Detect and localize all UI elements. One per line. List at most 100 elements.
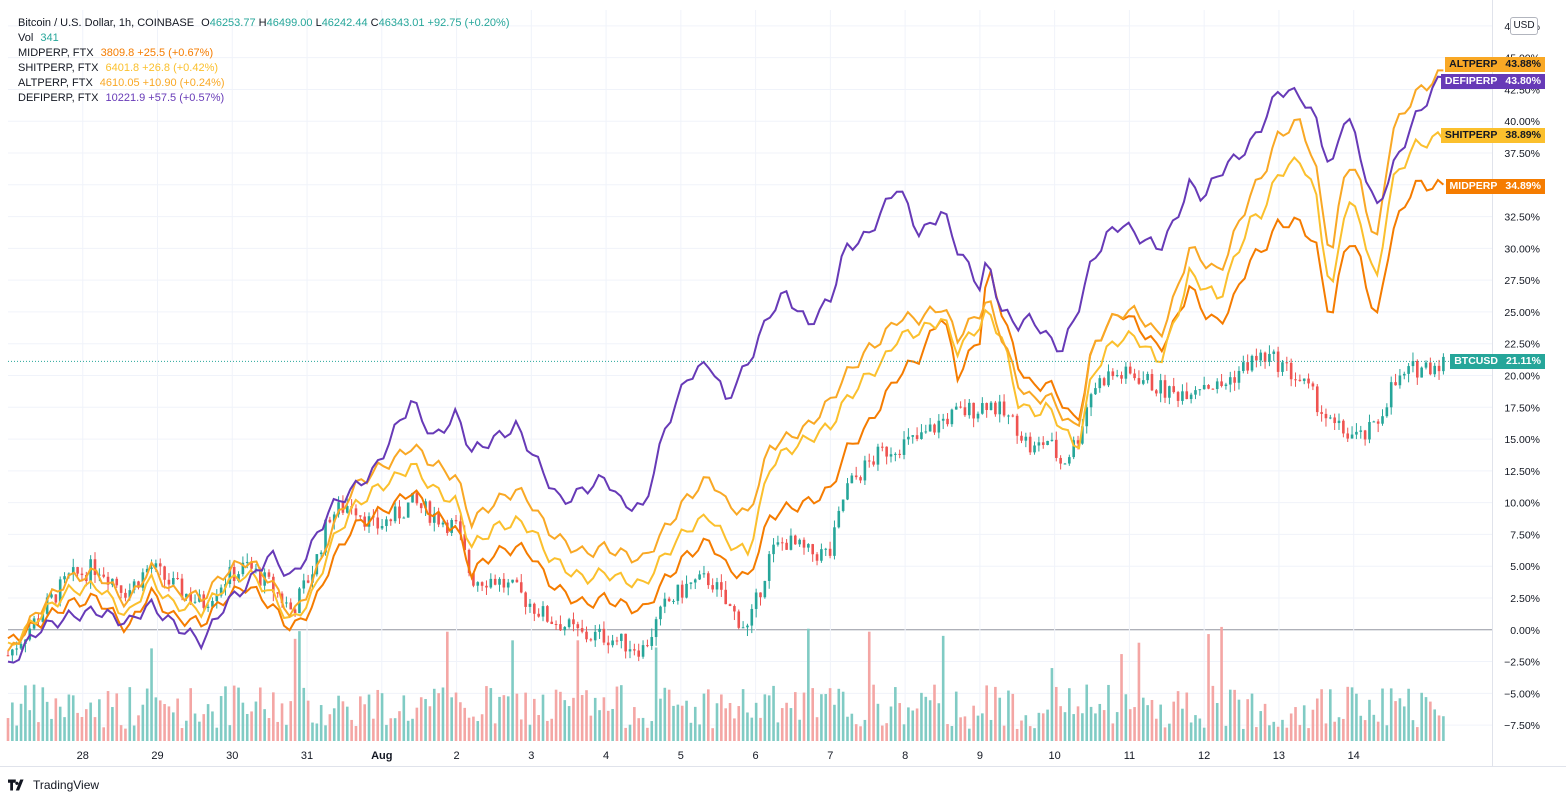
volume-bar [185, 720, 188, 741]
volume-bar [219, 696, 223, 741]
candle-body [228, 566, 232, 585]
volume-bar [1442, 716, 1445, 741]
candle-body [337, 502, 340, 515]
candle-body [1172, 386, 1176, 393]
volume-bar [780, 708, 784, 741]
volume-bar [1333, 721, 1336, 741]
candle-body [1202, 384, 1206, 390]
volume-bar [515, 693, 519, 741]
time-axis[interactable]: 28 29 30 31 Aug 2 3 4 5 6 7 8 9 10 11 12 13 14 [77, 750, 1360, 762]
currency-button[interactable]: USD [1510, 17, 1538, 35]
volume-bar [1376, 721, 1380, 741]
volume-bar [411, 718, 414, 741]
volume-bar [580, 695, 584, 741]
volume-bar [1329, 689, 1332, 741]
candle-body [41, 613, 45, 622]
price-tag-defiperp[interactable]: DEFIPERP 43.80% [1440, 73, 1545, 89]
volume-bar [833, 704, 836, 741]
price-tag-shitperp[interactable]: SHITPERP 38.89% [1440, 128, 1545, 144]
legend-compare-row[interactable]: DEFIPERP, FTX 10221.9 +57.5 (+0.57%) [18, 91, 510, 106]
price-tag-btcusd[interactable]: BTCUSD 21.11% [1450, 354, 1545, 370]
volume-bar [1220, 626, 1223, 741]
volume-bar [611, 708, 614, 741]
volume-bar [1424, 697, 1428, 741]
candle-body [989, 402, 993, 410]
volume-bar [89, 702, 92, 741]
candle-body [193, 601, 197, 603]
candle-body [1355, 431, 1358, 435]
candle-body [93, 559, 97, 575]
volume-bar [907, 707, 910, 741]
candle-body [807, 544, 810, 548]
volume-bar [711, 728, 714, 741]
candle-body [650, 637, 654, 646]
volume-bar [854, 724, 858, 741]
candle-body [1098, 378, 1102, 389]
legend-compare-row[interactable]: SHITPERP, FTX 6401.8 +26.8 (+0.42%) [18, 61, 510, 76]
volume-bar [798, 719, 801, 741]
volume-bar [793, 692, 797, 741]
candle-body [215, 595, 219, 601]
volume-bar [898, 703, 901, 741]
volume-bar [894, 687, 897, 741]
candle-body [602, 628, 606, 643]
volume-bar [50, 718, 53, 741]
candle-body [1255, 355, 1258, 361]
volume-bar [915, 708, 919, 741]
volume-bar [676, 704, 680, 741]
volume-bar [493, 723, 497, 741]
volume-bar [263, 709, 266, 741]
legend-main-row[interactable]: Bitcoin / U.S. Dollar, 1h, COINBASE O462… [18, 16, 510, 31]
time-axis-border [0, 766, 1566, 767]
candle-body [219, 587, 223, 596]
x-tick-label: 4 [603, 750, 609, 762]
candle-body [1411, 361, 1415, 367]
tradingview-branding[interactable]: TradingView [8, 778, 99, 792]
candle-body [976, 413, 980, 419]
candle-body [998, 401, 1002, 415]
x-tick-label: 2 [454, 750, 460, 762]
legend-vol-row[interactable]: Vol 341 [18, 32, 59, 44]
branding-text: TradingView [33, 778, 100, 792]
y-tick-label: 32.50% [1504, 212, 1540, 224]
volume-bar [1307, 728, 1310, 741]
volume-bar [189, 688, 192, 741]
volume-bar [250, 711, 253, 741]
volume-bar [1002, 725, 1006, 741]
candle-body [1141, 380, 1145, 384]
volume-bar [432, 688, 436, 741]
candle-body [398, 506, 401, 519]
legend-compare-row[interactable]: ALTPERP, FTX 4610.05 +10.90 (+0.24%) [18, 76, 510, 91]
candle-body [846, 483, 849, 500]
volume-bar [763, 694, 767, 741]
candle-body [71, 567, 75, 574]
volume-bar [119, 725, 123, 741]
candle-body [63, 576, 66, 580]
volume-bar [941, 635, 945, 741]
candle-body [1320, 412, 1323, 414]
volume-bar [28, 710, 32, 741]
candle-body [598, 628, 601, 632]
candle-body [1002, 401, 1006, 416]
candle-body [1028, 436, 1032, 453]
candle-body [580, 628, 584, 632]
candle-body [1376, 421, 1380, 424]
candle-body [1198, 389, 1202, 391]
candle-body [76, 567, 79, 574]
candle-body [676, 584, 680, 601]
volume-bar [541, 694, 545, 741]
y-tick-label: 37.50% [1504, 148, 1540, 160]
volume-bar [1155, 718, 1158, 741]
candle-body [332, 514, 336, 523]
candle-body [354, 508, 358, 516]
candle-body [276, 592, 279, 594]
candle-body [302, 580, 306, 589]
volume-bar [598, 710, 601, 741]
volume-bar [454, 692, 458, 741]
volume-bar [115, 693, 119, 741]
legend-compare-row[interactable]: MIDPERP, FTX 3809.8 +25.5 (+0.67%) [18, 46, 510, 61]
price-tag-altperp[interactable]: ALTPERP 43.88% [1445, 56, 1545, 72]
candle-body [746, 625, 749, 628]
price-tag-midperp[interactable]: MIDPERP 34.89% [1445, 179, 1545, 195]
